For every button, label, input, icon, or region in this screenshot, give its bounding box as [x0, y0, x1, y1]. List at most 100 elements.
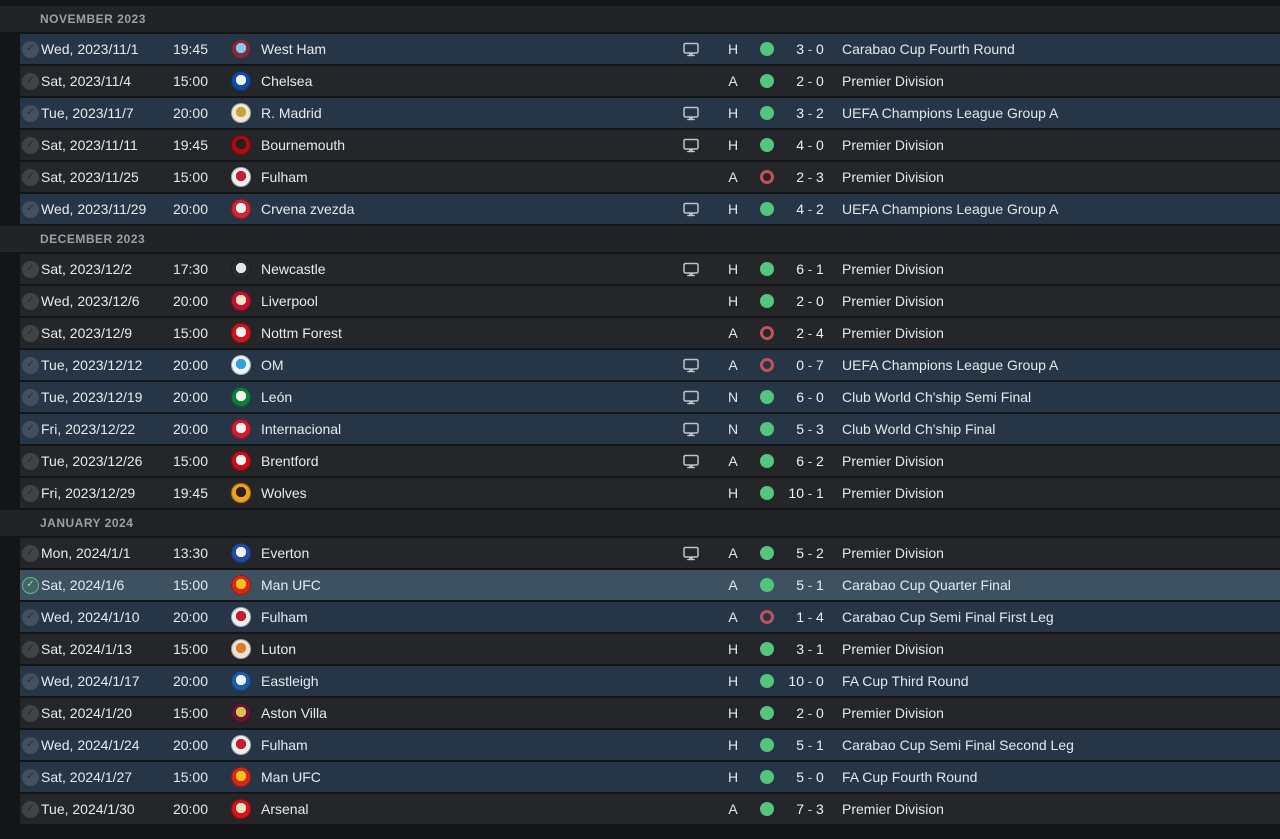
fixture-row[interactable]: ✓ Wed, 2024/1/10 20:00 Fulham A 1-4 Carabao Cu…: [20, 602, 1280, 632]
team-name: León: [261, 389, 293, 405]
result-indicator-win: [760, 138, 774, 152]
score: 0-7: [778, 357, 842, 373]
fixture-row[interactable]: ✓ Sat, 2023/12/9 15:00 Nottm Forest A 2-4 Prem…: [20, 318, 1280, 348]
fixture-row[interactable]: ✓ Fri, 2023/12/29 19:45 Wolves H 10-1 Premier …: [20, 478, 1280, 508]
fixture-row[interactable]: ✓ Tue, 2023/12/26 15:00 Brentford A 6-2 Premie…: [20, 446, 1280, 476]
fixture-row[interactable]: ✓ Wed, 2024/1/24 20:00 Fulham H 5-1 Carabao Cu…: [20, 730, 1280, 760]
result-indicator-win: [760, 546, 774, 560]
competition-label: Premier Division: [842, 169, 944, 185]
fixture-row[interactable]: ✓ Wed, 2023/12/6 20:00 Liverpool H 2-0 Premier…: [20, 286, 1280, 316]
score: 2-4: [778, 325, 842, 341]
fixture-time: 15:00: [172, 453, 208, 469]
fixture-row[interactable]: ✓ Wed, 2024/1/17 20:00 Eastleigh H 10-0 FA Cup…: [20, 666, 1280, 696]
score-against: 0: [816, 769, 824, 785]
score-for: 2: [796, 325, 804, 341]
fixture-row[interactable]: ✓ Tue, 2023/11/7 20:00 R. Madrid H 3-2 UEFA Ch…: [20, 98, 1280, 128]
score: 10-1: [778, 485, 842, 501]
club-badge-icon: [231, 451, 251, 471]
score-against: 3: [816, 421, 824, 437]
venue-label: H: [727, 105, 739, 121]
fixture-row[interactable]: ✓ Sat, 2023/12/2 17:30 Newcastle H 6-1 Premier…: [20, 254, 1280, 284]
fixture-time: 13:30: [172, 545, 208, 561]
fixture-date: Wed, 2024/1/24: [41, 737, 140, 753]
club-badge-icon: [231, 291, 251, 311]
fixture-row[interactable]: ✓ Tue, 2023/12/12 20:00 OM A 0-7 UEFA Champion…: [20, 350, 1280, 380]
played-check-icon: ✓: [22, 544, 39, 562]
fixture-row[interactable]: ✓ Tue, 2024/1/30 20:00 Arsenal A 7-3 Premier D…: [20, 794, 1280, 824]
score-dash: -: [807, 801, 813, 817]
played-check-icon: ✓: [22, 356, 39, 374]
club-badge-icon: [231, 39, 251, 59]
score-against: 1: [816, 485, 824, 501]
fixture-row[interactable]: ✓ Fri, 2023/12/22 20:00 Internacional N 5-3 Cl…: [20, 414, 1280, 444]
score-dash: -: [807, 705, 813, 721]
team-name: Arsenal: [261, 801, 309, 817]
club-badge-icon: [231, 735, 251, 755]
score-dash: -: [807, 73, 813, 89]
score-against: 0: [816, 705, 824, 721]
score: 2-0: [778, 73, 842, 89]
score-against: 0: [816, 389, 824, 405]
result-indicator-win: [760, 390, 774, 404]
score-against: 0: [816, 73, 824, 89]
team-name: Fulham: [261, 737, 308, 753]
score-dash: -: [807, 325, 813, 341]
venue-label: A: [728, 801, 738, 817]
score-dash: -: [807, 673, 813, 689]
score-for: 10: [788, 485, 804, 501]
played-check-icon: ✓: [22, 704, 39, 722]
score: 3-2: [778, 105, 842, 121]
fixture-row[interactable]: ✓ Sat, 2024/1/27 15:00 Man UFC H 5-0 FA Cup Fo…: [20, 762, 1280, 792]
fixture-row[interactable]: ✓ Sat, 2024/1/6 15:00 Man UFC A 5-1 Carabao Cu…: [20, 570, 1280, 600]
competition-label: Carabao Cup Quarter Final: [842, 577, 1011, 593]
played-check-icon: ✓: [22, 800, 39, 818]
fixture-time: 20:00: [172, 389, 208, 405]
fixture-row[interactable]: ✓ Sat, 2023/11/4 15:00 Chelsea A 2-0 Premier D…: [20, 66, 1280, 96]
team-name: Fulham: [261, 169, 308, 185]
score-for: 10: [788, 673, 804, 689]
fixture-time: 19:45: [172, 41, 208, 57]
played-check-icon: ✓: [22, 136, 39, 154]
score: 2-0: [778, 293, 842, 309]
fixture-row[interactable]: ✓ Sat, 2024/1/20 15:00 Aston Villa H 2-0 Premi…: [20, 698, 1280, 728]
fixture-row[interactable]: ✓ Mon, 2024/1/1 13:30 Everton A 5-2 Premier Di…: [20, 538, 1280, 568]
club-badge-icon: [231, 387, 251, 407]
fixture-time: 20:00: [172, 609, 208, 625]
score: 5-0: [778, 769, 842, 785]
played-check-icon: ✓: [22, 388, 39, 406]
fixture-row[interactable]: ✓ Tue, 2023/12/19 20:00 León N 6-0 Club World …: [20, 382, 1280, 412]
tv-broadcast-icon: [682, 486, 700, 501]
venue-label: A: [728, 609, 738, 625]
fixture-row[interactable]: ✓ Wed, 2023/11/29 20:00 Crvena zvezda H 4-2 UE…: [20, 194, 1280, 224]
club-badge-icon: [231, 259, 251, 279]
fixture-time: 20:00: [172, 293, 208, 309]
score-dash: -: [807, 421, 813, 437]
score: 6-1: [778, 261, 842, 277]
competition-label: Premier Division: [842, 137, 944, 153]
fixture-date: Wed, 2023/11/29: [41, 201, 147, 217]
team-name: R. Madrid: [261, 105, 322, 121]
score-for: 3: [796, 641, 804, 657]
played-check-icon: ✓: [22, 672, 39, 690]
score: 5-1: [778, 577, 842, 593]
score-for: 7: [796, 801, 804, 817]
team-name: West Ham: [261, 41, 327, 57]
fixture-time: 20:00: [172, 801, 208, 817]
score-for: 5: [796, 769, 804, 785]
club-badge-icon: [231, 575, 251, 595]
competition-label: Premier Division: [842, 325, 944, 341]
fixture-time: 15:00: [172, 705, 208, 721]
fixture-row[interactable]: ✓ Wed, 2023/11/1 19:45 West Ham H 3-0 Carabao …: [20, 34, 1280, 64]
score-against: 2: [816, 105, 824, 121]
score-dash: -: [807, 137, 813, 153]
score-dash: -: [807, 41, 813, 57]
fixture-time: 20:00: [172, 105, 208, 121]
fixture-row[interactable]: ✓ Sat, 2023/11/25 15:00 Fulham A 2-3 Premier D…: [20, 162, 1280, 192]
venue-label: H: [727, 673, 739, 689]
result-indicator-win: [760, 578, 774, 592]
fixture-date: Wed, 2024/1/17: [41, 673, 140, 689]
score-against: 0: [816, 673, 824, 689]
score: 4-2: [778, 201, 842, 217]
fixture-row[interactable]: ✓ Sat, 2023/11/11 19:45 Bournemouth H 4-0 Prem…: [20, 130, 1280, 160]
fixture-row[interactable]: ✓ Sat, 2024/1/13 15:00 Luton H 3-1 Premier Div…: [20, 634, 1280, 664]
